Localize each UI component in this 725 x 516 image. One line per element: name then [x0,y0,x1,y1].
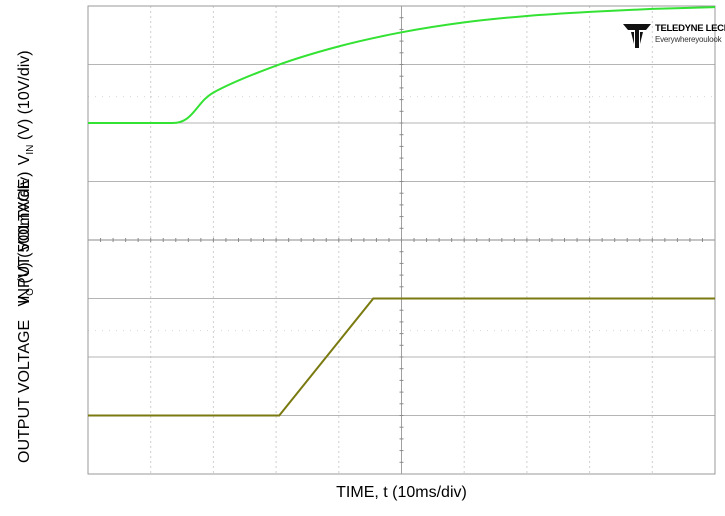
brand-name: TELEDYNE LECROY [655,23,725,34]
output-voltage-subscript: O [25,288,37,296]
plot-frame [87,5,716,475]
input-voltage-symbol: V [16,154,33,166]
x-axis-label: TIME, t (10ms/div) [336,484,467,501]
traces [88,6,716,417]
input-voltage-subscript: IN [25,144,37,155]
output-voltage-label: OUTPUT VOLTAGE [16,319,33,463]
output-voltage-scale: (V) (500mV/div) [16,171,33,284]
output-voltage-axis-label: OUTPUT VOLTAGE VO (V) (500mV/div) [16,172,36,463]
output-voltage-trace [88,297,715,417]
brand-tagline: Everywhereyoulook [655,35,722,44]
teledyne-lecroy-logo: TELEDYNE LECROY Everywhereyoulook [622,20,725,52]
plot-grid [87,5,716,475]
input-voltage-trace [88,6,716,124]
input-voltage-scale: (V) (10V/div) [16,50,33,141]
teledyne-mark-icon [623,24,651,48]
output-voltage-symbol: V [16,295,33,307]
